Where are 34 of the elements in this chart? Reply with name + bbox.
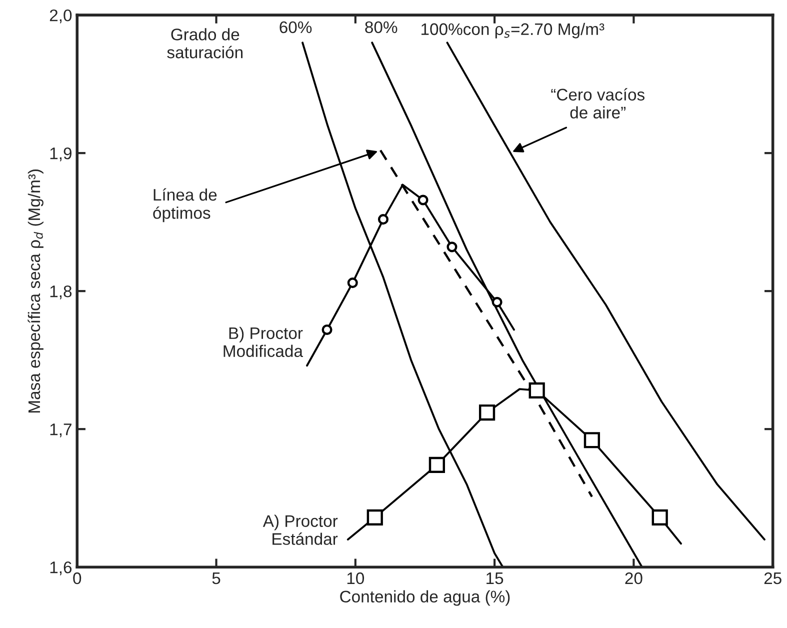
x-tick-label: 20: [625, 572, 642, 584]
annotation: Línea de óptimos: [153, 188, 217, 222]
annotation: Grado de saturación: [167, 28, 243, 58]
point: [584, 432, 600, 448]
x-tick-label: 15: [486, 572, 504, 584]
x-axis-title: Contenido de agua (%): [340, 590, 510, 606]
x-tick-label: 10: [347, 572, 364, 584]
annotation: 80%: [365, 21, 398, 34]
point: [528, 382, 545, 398]
y-tick-label: 1,8: [50, 285, 72, 300]
point: [366, 509, 383, 526]
annotation: B) Proctor Modificada: [224, 326, 303, 358]
x-tick-label: 5: [212, 572, 220, 584]
y-tick-label: 1,7: [50, 424, 72, 438]
point: [347, 278, 358, 288]
y-tick-label: 2,0: [50, 9, 72, 24]
annotation: 100%con ρ$_{s}$=2.70 Mg/m³: [422, 22, 604, 38]
annotation: A) Proctor Estándar: [262, 514, 338, 545]
annotation: “Cero vacíos de aire”: [551, 88, 644, 119]
point: [492, 296, 502, 308]
y-tick-label: 1,6: [50, 561, 72, 576]
y-axis-title: Masa específica seca ρ$_{d}$ (Mg/m³): [28, 170, 44, 412]
line-series: [446, 42, 766, 540]
x-tick-label: 25: [764, 572, 782, 584]
annotation: 60%: [280, 21, 312, 34]
point: [478, 404, 496, 421]
y-tick-label: 1,9: [50, 147, 72, 162]
point: [652, 509, 668, 526]
point: [446, 242, 458, 252]
x-tick-label: 0: [73, 572, 82, 584]
point: [418, 194, 428, 206]
point: [378, 214, 389, 225]
point: [322, 324, 332, 335]
point: [428, 456, 445, 474]
